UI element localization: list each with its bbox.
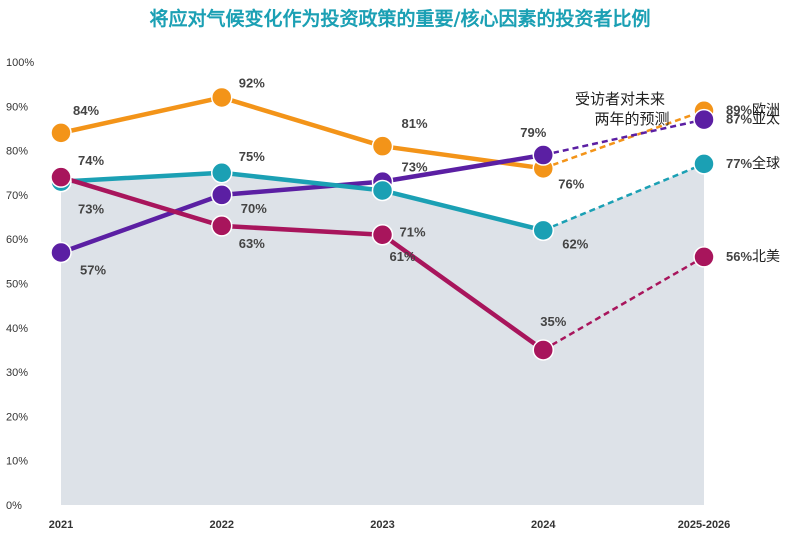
series-name-label: 亚太	[752, 112, 780, 128]
series-line	[60, 175, 545, 352]
data-point	[693, 246, 715, 268]
x-tick-label: 2023	[370, 519, 394, 531]
y-tick-label: 80%	[6, 146, 28, 158]
data-label: 92%	[239, 75, 265, 90]
data-label: 35%	[540, 314, 566, 329]
data-label: 73%	[401, 160, 427, 175]
data-label: 76%	[558, 176, 584, 191]
series-name-label: 全球	[752, 155, 780, 172]
data-label: 62%	[562, 236, 588, 251]
series-forecast-line	[542, 255, 705, 352]
x-tick-label: 2021	[49, 519, 73, 531]
data-point	[532, 339, 554, 361]
y-tick-label: 90%	[6, 101, 28, 113]
series-forecast-line	[542, 162, 705, 232]
x-tick-label: 2022	[210, 519, 234, 531]
y-tick-label: 20%	[6, 411, 28, 423]
data-point	[50, 241, 72, 264]
data-label: 70%	[241, 201, 267, 216]
area-fill	[61, 163, 704, 505]
data-label: 73%	[78, 202, 104, 217]
data-label: 77%	[726, 156, 752, 171]
data-point	[50, 166, 72, 188]
y-tick-label: 10%	[6, 456, 28, 468]
data-label: 89%	[726, 103, 752, 118]
y-tick-label: 0%	[6, 500, 22, 512]
series-forecast-line	[542, 109, 705, 170]
y-tick-label: 60%	[6, 234, 28, 246]
data-point	[693, 153, 715, 175]
data-label: 63%	[239, 236, 265, 251]
y-tick-label: 50%	[6, 279, 28, 291]
data-label: 87%	[726, 112, 752, 127]
data-point	[371, 135, 394, 157]
data-label: 74%	[78, 153, 104, 168]
x-tick-label: 2025-2026	[678, 519, 731, 531]
y-tick-label: 40%	[6, 323, 28, 335]
series-name-label: 欧洲	[752, 103, 780, 119]
series-line	[60, 95, 544, 171]
series-forecast-line	[542, 118, 705, 157]
y-tick-label: 30%	[6, 367, 28, 379]
data-label: 71%	[399, 224, 425, 239]
data-label: 61%	[389, 249, 415, 264]
data-point	[50, 122, 72, 144]
data-point	[693, 108, 715, 131]
data-label: 56%	[726, 249, 752, 264]
data-point	[532, 219, 554, 242]
data-label: 81%	[401, 116, 427, 131]
series-line	[60, 170, 544, 233]
data-point	[211, 184, 233, 206]
y-tick-label: 100%	[6, 57, 34, 69]
data-point	[371, 224, 394, 246]
chart-title: 将应对气候变化作为投资政策的重要/核心因素的投资者比例	[149, 8, 651, 30]
forecast-annotation-line-1: 受访者对未来	[575, 90, 665, 108]
y-tick-label: 70%	[6, 190, 28, 202]
data-label: 57%	[80, 262, 106, 277]
data-label: 75%	[239, 149, 265, 164]
x-tick-label: 2024	[531, 519, 556, 531]
data-point	[211, 86, 233, 109]
data-point	[532, 144, 554, 166]
series-name-label: 北美	[752, 249, 780, 265]
data-point	[211, 215, 233, 237]
data-point	[211, 162, 233, 184]
series-line	[60, 152, 544, 255]
data-label: 79%	[520, 125, 546, 140]
forecast-annotation-line-2: 两年的预测	[594, 110, 669, 128]
data-point	[371, 179, 394, 202]
data-label: 84%	[73, 103, 99, 118]
